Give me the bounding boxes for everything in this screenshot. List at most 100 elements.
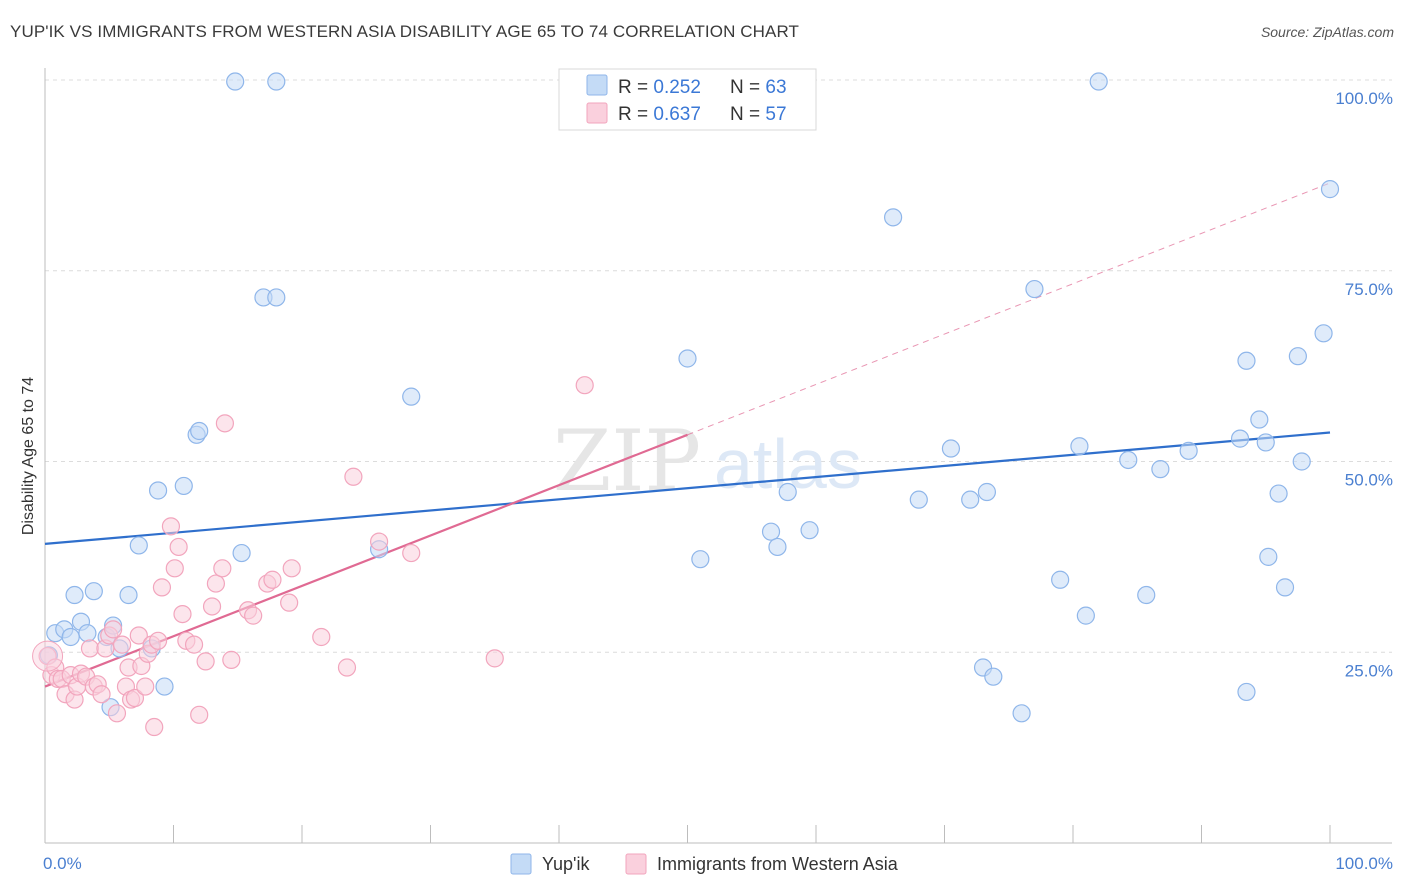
point-yupik <box>1230 429 1250 448</box>
legend-n-label: N = <box>730 77 765 98</box>
point-yupik <box>1320 180 1340 199</box>
point-yupik <box>778 482 797 502</box>
point-yupik <box>1051 570 1070 589</box>
watermark-zip: ZIP <box>553 412 701 510</box>
point-western-asia <box>80 639 100 658</box>
point-western-asia <box>402 543 421 563</box>
point-yupik <box>909 490 928 509</box>
point-yupik <box>678 349 697 368</box>
point-yupik <box>1137 585 1156 605</box>
bottom-legend-swatch-yupik <box>510 853 532 875</box>
point-yupik <box>1025 279 1044 299</box>
point-western-asia <box>148 631 168 650</box>
legend-n-western-asia: N = 57 <box>730 104 787 125</box>
point-western-asia <box>136 677 155 696</box>
point-western-asia <box>107 704 127 723</box>
y-tick-labels: 25.0% 50.0% 75.0% 100.0% <box>1335 89 1393 680</box>
watermark: ZIP atlas <box>553 412 862 510</box>
data-points <box>32 72 1340 737</box>
point-western-asia <box>344 467 363 486</box>
y-tick-label: 25.0% <box>1345 661 1393 680</box>
point-yupik <box>883 208 903 227</box>
point-western-asia <box>202 597 222 616</box>
y-tick-label: 100.0% <box>1335 89 1393 108</box>
point-yupik <box>1237 351 1256 370</box>
point-western-asia <box>215 414 234 433</box>
point-yupik <box>129 536 148 555</box>
y-tick-label: 50.0% <box>1345 471 1393 490</box>
point-yupik <box>977 482 997 502</box>
point-yupik <box>1275 578 1295 597</box>
point-western-asia <box>196 652 215 671</box>
legend-r-value: 0.637 <box>653 104 701 125</box>
point-western-asia <box>165 559 184 578</box>
source-label: Source: ZipAtlas.com <box>1260 24 1394 40</box>
point-western-asia <box>152 578 172 597</box>
point-western-asia <box>337 658 357 677</box>
point-western-asia <box>280 593 299 612</box>
point-yupik <box>1012 704 1031 723</box>
x-tick-label-min: 0.0% <box>43 854 82 873</box>
point-yupik <box>267 288 286 307</box>
point-western-asia <box>161 517 181 536</box>
point-western-asia <box>213 559 232 578</box>
point-yupik <box>1151 460 1170 479</box>
point-yupik <box>768 537 787 557</box>
point-yupik <box>941 439 961 458</box>
legend-n-value: 57 <box>765 104 786 125</box>
point-yupik <box>190 421 209 441</box>
point-western-asia <box>145 717 164 737</box>
point-western-asia <box>169 537 188 557</box>
bottom-legend-swatch-western-asia <box>625 853 647 875</box>
y-axis-title: Disability Age 65 to 74 <box>20 377 37 535</box>
point-western-asia <box>184 635 204 654</box>
point-western-asia <box>112 635 132 654</box>
point-yupik <box>1070 437 1089 456</box>
point-yupik <box>1288 347 1307 366</box>
trend-line-yupik <box>44 431 1331 545</box>
point-western-asia <box>485 649 504 668</box>
point-western-asia <box>125 688 145 708</box>
axes <box>44 68 1392 844</box>
legend-r-value: 0.252 <box>653 77 701 98</box>
legend-n-label: N = <box>730 104 765 125</box>
stats-legend: R = 0.252 N = 63 R = 0.637 N = 57 <box>558 68 817 131</box>
point-yupik <box>226 72 245 91</box>
legend-n-yupik: N = 63 <box>730 77 787 98</box>
point-yupik <box>148 481 168 500</box>
point-yupik <box>691 550 710 569</box>
bottom-legend-label-western-asia: Immigrants from Western Asia <box>657 854 899 874</box>
point-yupik <box>761 522 781 541</box>
point-yupik <box>1292 452 1311 471</box>
point-yupik <box>1237 682 1256 702</box>
point-western-asia <box>173 604 192 624</box>
trend-line-western-asia-extension <box>687 182 1331 436</box>
point-western-asia <box>282 559 301 578</box>
y-tick-label: 75.0% <box>1345 280 1393 299</box>
point-western-asia <box>222 650 241 669</box>
legend-swatch-yupik <box>586 74 608 96</box>
point-yupik <box>1256 433 1275 452</box>
x-tick-labels: 0.0% 100.0% <box>43 854 1393 873</box>
point-yupik <box>1314 324 1333 343</box>
point-western-asia <box>190 705 209 724</box>
point-yupik <box>119 585 138 605</box>
point-yupik <box>1269 484 1288 503</box>
point-western-asia <box>244 606 263 625</box>
legend-r-label: R = <box>618 104 653 125</box>
point-yupik <box>174 476 193 496</box>
point-yupik <box>84 582 103 601</box>
x-tick-label-max: 100.0% <box>1335 854 1393 873</box>
trend-lines <box>44 182 1331 688</box>
point-western-asia <box>312 627 331 647</box>
point-yupik <box>267 72 286 91</box>
point-yupik <box>800 521 819 540</box>
point-yupik <box>961 490 980 509</box>
point-yupik <box>232 543 251 563</box>
point-yupik <box>1259 547 1278 566</box>
point-yupik <box>65 585 84 605</box>
grid-lines <box>45 79 1392 653</box>
legend-row-western-asia: R = 0.637 <box>618 104 701 125</box>
point-yupik <box>1119 450 1138 470</box>
